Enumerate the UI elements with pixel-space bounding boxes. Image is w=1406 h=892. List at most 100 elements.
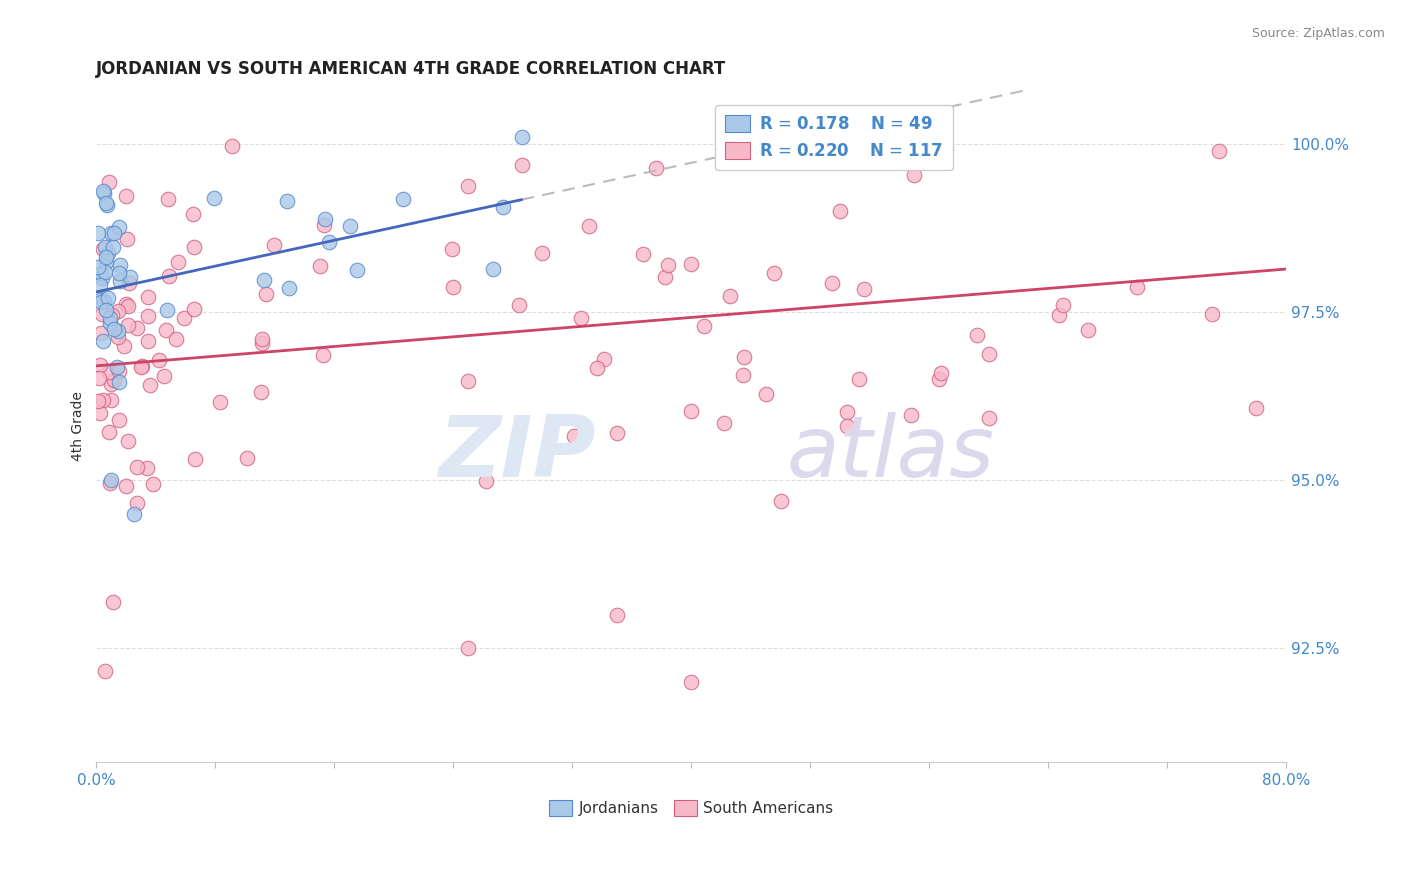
Point: [96, 255, 118, 269]
Point: [108, 376, 131, 390]
Point: [89, 406, 111, 420]
Point: [108, 274, 131, 288]
Point: [181, 207, 204, 221]
Point: [578, 219, 600, 234]
Point: [165, 332, 187, 346]
Point: [96, 195, 118, 210]
Point: [276, 194, 298, 209]
Point: [91, 334, 114, 349]
Point: [87, 227, 110, 241]
Point: [681, 674, 703, 689]
Point: [645, 161, 668, 175]
Point: [98, 316, 121, 330]
Point: [693, 319, 716, 334]
Point: [221, 138, 243, 153]
Point: [731, 368, 754, 382]
Point: [136, 309, 159, 323]
Point: [681, 257, 703, 271]
Point: [209, 395, 232, 409]
Point: [103, 240, 125, 254]
Point: [115, 479, 138, 493]
Point: [91, 242, 114, 256]
Point: [761, 130, 783, 145]
Point: [657, 258, 679, 272]
Point: [153, 369, 176, 384]
Point: [87, 260, 110, 274]
Point: [155, 323, 177, 337]
Point: [1208, 144, 1230, 158]
Point: [254, 286, 277, 301]
Point: [508, 297, 530, 311]
Point: [89, 370, 111, 384]
Point: [157, 268, 180, 283]
Point: [103, 322, 125, 336]
Point: [1052, 298, 1074, 312]
Point: [457, 178, 479, 193]
Point: [90, 294, 112, 309]
Point: [91, 393, 114, 408]
Point: [100, 227, 122, 241]
Point: [94, 240, 117, 254]
Point: [125, 496, 148, 510]
Point: [562, 428, 585, 442]
Point: [112, 339, 135, 353]
Point: [156, 302, 179, 317]
Point: [713, 416, 735, 430]
Point: [90, 267, 112, 281]
Point: [115, 189, 138, 203]
Point: [821, 276, 844, 290]
Point: [606, 607, 628, 622]
Point: [339, 219, 361, 233]
Point: [903, 169, 925, 183]
Point: [633, 247, 655, 261]
Point: [136, 290, 159, 304]
Point: [718, 289, 741, 303]
Point: [117, 318, 139, 332]
Point: [117, 434, 139, 448]
Point: [101, 595, 124, 609]
Point: [263, 238, 285, 252]
Point: [754, 386, 776, 401]
Point: [314, 211, 336, 226]
Y-axis label: 4th Grade: 4th Grade: [72, 392, 86, 461]
Point: [98, 310, 121, 325]
Point: [183, 452, 205, 467]
Point: [346, 263, 368, 277]
Point: [183, 239, 205, 253]
Point: [253, 273, 276, 287]
Point: [837, 418, 859, 433]
Point: [173, 310, 195, 325]
Point: [679, 404, 702, 418]
Point: [441, 243, 464, 257]
Point: [457, 641, 479, 656]
Point: [89, 293, 111, 308]
Point: [108, 220, 131, 235]
Point: [103, 373, 125, 387]
Point: [89, 358, 111, 372]
Point: [770, 493, 793, 508]
Point: [107, 330, 129, 344]
Text: JORDANIAN VS SOUTH AMERICAN 4TH GRADE CORRELATION CHART: JORDANIAN VS SOUTH AMERICAN 4TH GRADE CO…: [97, 60, 727, 78]
Point: [828, 204, 851, 219]
Point: [1047, 309, 1070, 323]
Point: [120, 269, 142, 284]
Point: [96, 250, 118, 264]
Point: [569, 310, 592, 325]
Point: [929, 366, 952, 380]
Point: [117, 232, 139, 246]
Point: [148, 353, 170, 368]
Point: [93, 294, 115, 309]
Point: [94, 664, 117, 678]
Point: [530, 245, 553, 260]
Point: [91, 184, 114, 198]
Point: [93, 186, 115, 200]
Point: [928, 372, 950, 386]
Point: [97, 291, 120, 305]
Point: [977, 346, 1000, 360]
Point: [236, 451, 259, 466]
Point: [100, 392, 122, 407]
Point: [492, 201, 515, 215]
Point: [312, 348, 335, 362]
Point: [457, 374, 479, 388]
Point: [108, 266, 131, 280]
